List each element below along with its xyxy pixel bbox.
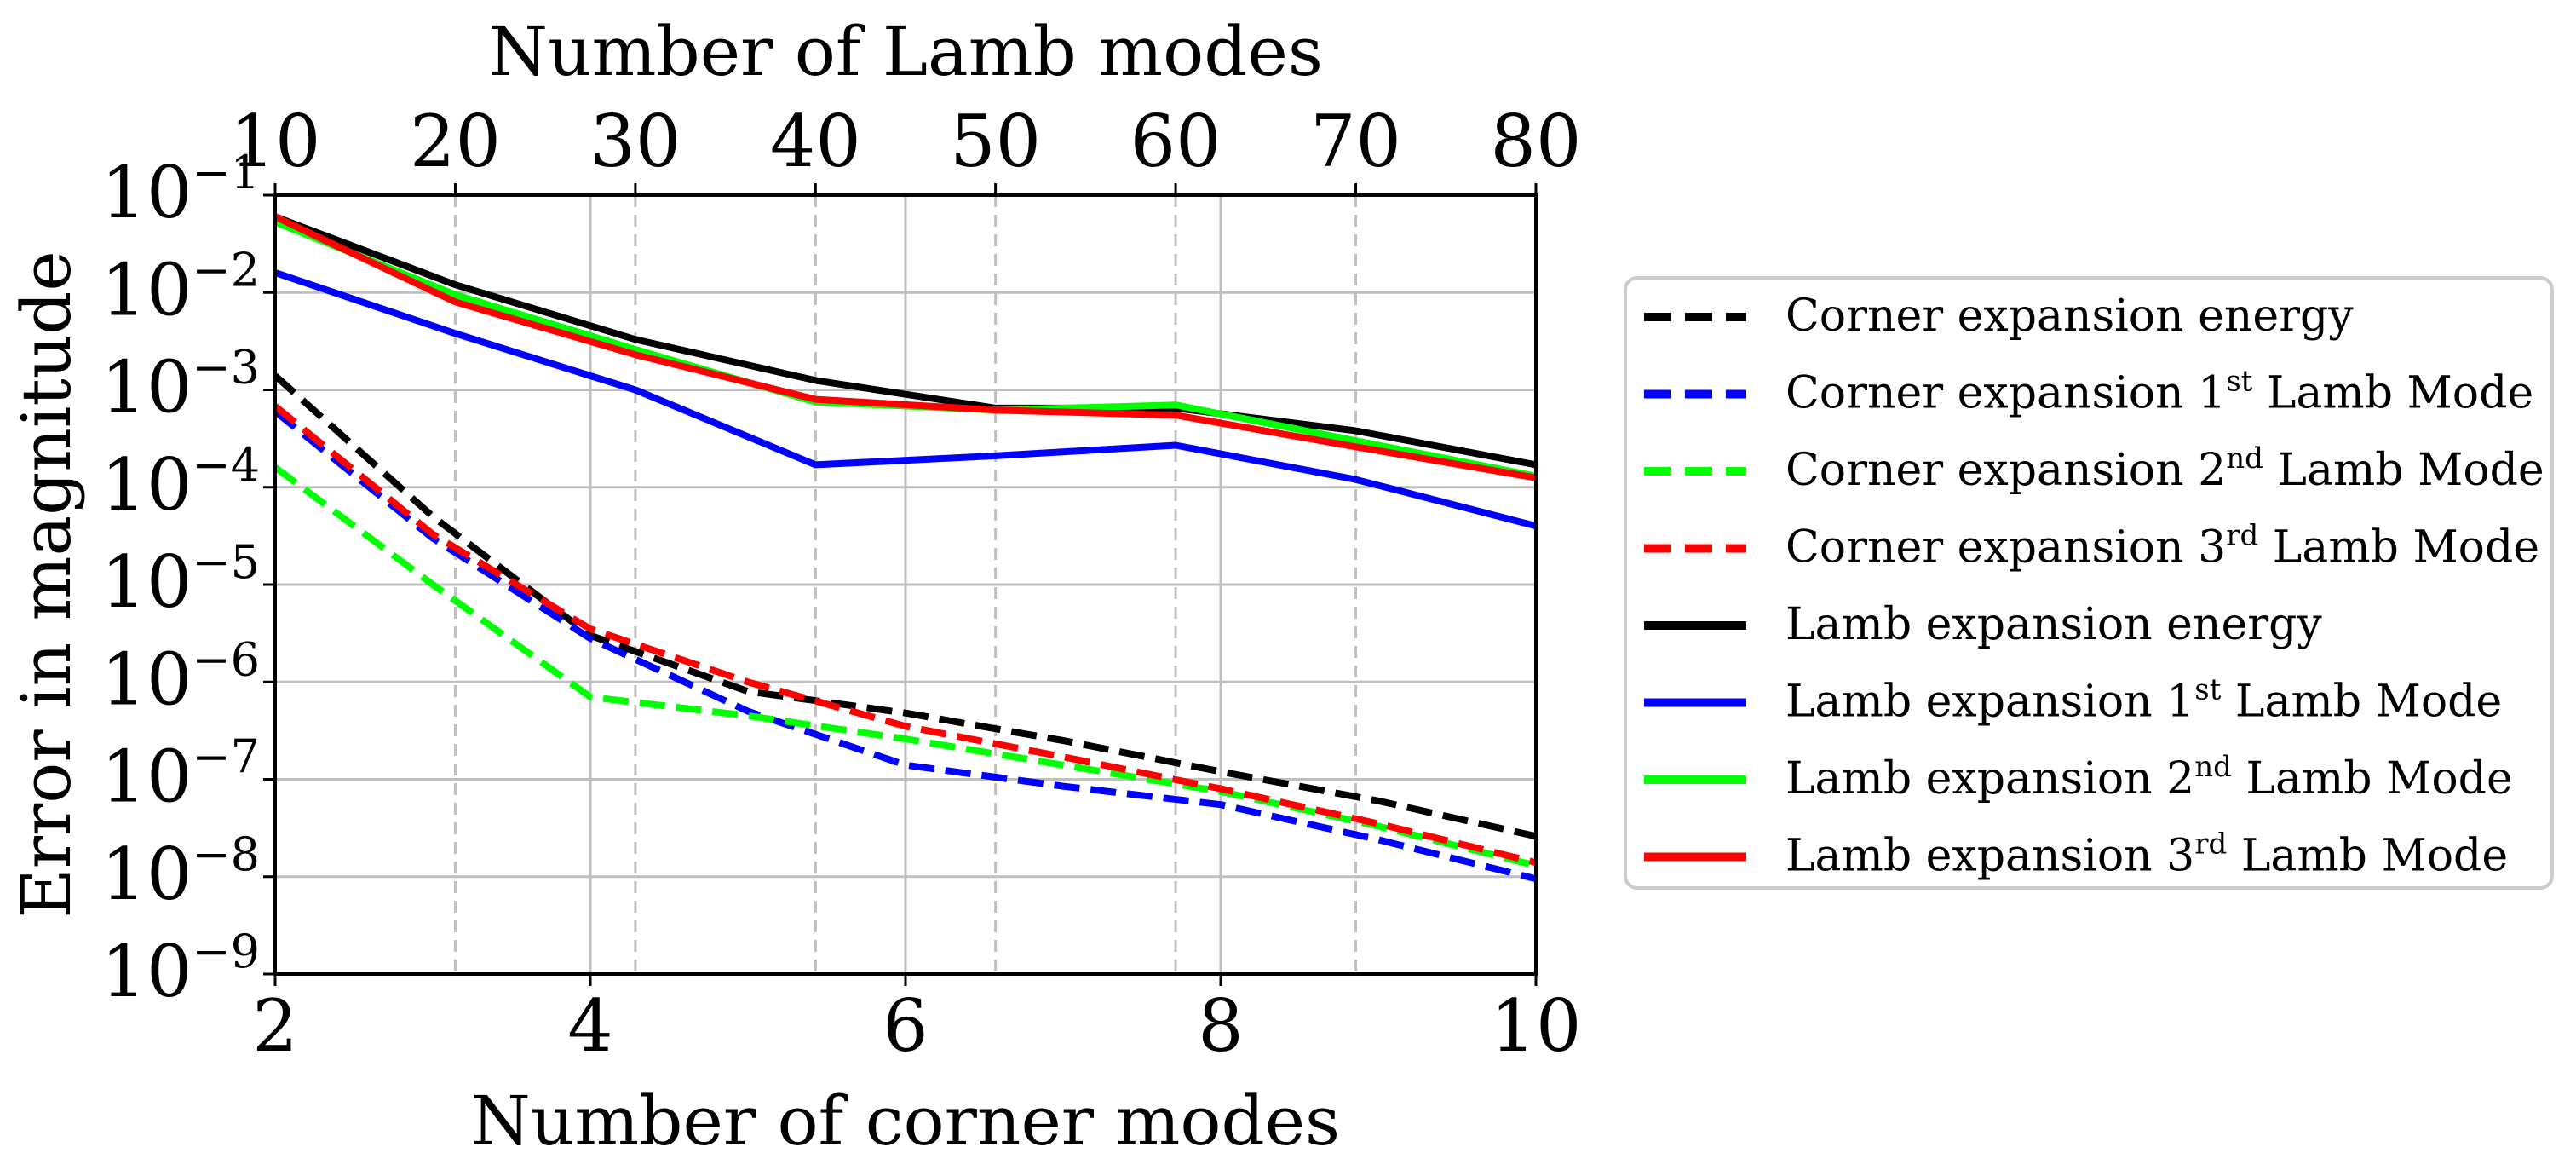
y-tick-label: 10−8 [101, 827, 261, 916]
legend-label-7: Lamb expansion 2nd Lamb Mode [1785, 750, 2513, 804]
x2-tick-label: 40 [770, 100, 861, 183]
y-tick-label: 10−9 [101, 925, 261, 1013]
series-line-3 [273, 464, 1537, 869]
top-axis-title: Number of Lamb modes [488, 12, 1323, 91]
x2-tick-label: 70 [1310, 100, 1401, 183]
y-tick-label: 10−2 [101, 243, 261, 331]
tick-layer: 10−1 10−2 10−3 10−410−510−6 10−710−8 10−92 4 6 8… [101, 100, 1582, 1068]
legend-label-8: Lamb expansion 3rd Lamb Mode [1785, 827, 2508, 882]
series-line-6 [273, 269, 1537, 530]
x2-tick-label: 20 [410, 100, 501, 183]
x2-tick-label: 80 [1491, 100, 1582, 183]
x-tick-label: 4 [567, 984, 612, 1068]
legend-label-2: Corner expansion 1st Lamb Mode [1785, 365, 2533, 419]
x-tick-label: 6 [883, 984, 928, 1068]
y-tick-label: 10−6 [101, 632, 261, 721]
x-tick-label: 2 [252, 984, 297, 1068]
legend-frame [1624, 276, 2554, 890]
y-axis-title: Error in magnitude [7, 251, 86, 918]
legend-label-5: Lamb expansion energy [1785, 599, 2322, 650]
legend-label-1: Corner expansion energy [1785, 291, 2354, 342]
x2-tick-label: 60 [1130, 100, 1222, 183]
series-line-4 [273, 403, 1537, 866]
series-layer [273, 213, 1537, 883]
x-tick-label: 8 [1198, 984, 1243, 1068]
legend-label-3: Corner expansion 2nd Lamb Mode [1785, 441, 2544, 496]
grid-layer [273, 193, 1538, 976]
legend-label-6: Lamb expansion 1st Lamb Mode [1785, 673, 2502, 728]
legend-label-4: Corner expansion 3rd Lamb Mode [1785, 519, 2539, 574]
series-line-2 [273, 408, 1537, 883]
series-line-5 [273, 213, 1537, 469]
x-axis-title: Number of corner modes [471, 1081, 1340, 1161]
x2-tick-label: 10 [230, 100, 321, 183]
y-tick-label: 10−1 [101, 146, 261, 234]
legend: Corner expansion energy Corner expansion … [1624, 276, 2554, 890]
series-line-1 [273, 372, 1537, 840]
series-line-8 [273, 213, 1537, 481]
y-tick-label: 10−4 [101, 438, 261, 527]
x-tick-label: 10 [1491, 984, 1582, 1068]
x2-tick-label: 30 [589, 100, 681, 183]
y-tick-label: 10−3 [101, 341, 261, 429]
y-tick-label: 10−7 [101, 730, 261, 819]
y-tick-label: 10−5 [101, 535, 261, 624]
x2-tick-label: 50 [950, 100, 1041, 183]
